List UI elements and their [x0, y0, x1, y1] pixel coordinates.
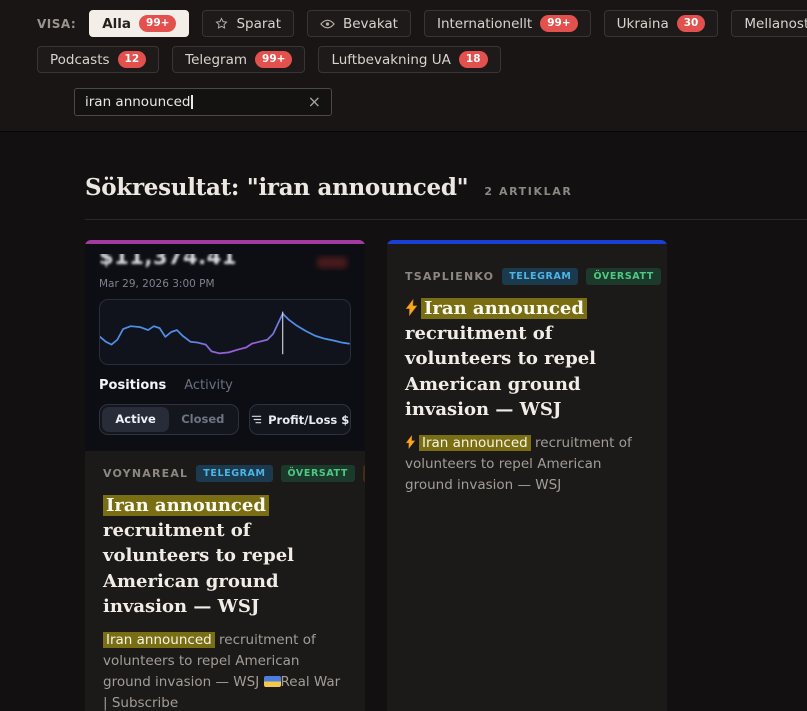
search-highlight: Iran announced — [103, 495, 269, 516]
article-snippet: Iran announced recruitment of volunteers… — [103, 631, 341, 711]
article-card-voynareal[interactable]: $11,374.41 Mar 29, 2026 3:00 PM Position… — [85, 240, 365, 711]
article-card-tsaplienko[interactable]: TSAPLIENKO TELEGRAMÖVERSATTDUBBLETT2 KÄL… — [387, 240, 667, 711]
attachment-tab-positions: Positions — [99, 378, 167, 393]
count-badge: 12 — [117, 51, 147, 68]
source-name: VOYNAREAL — [103, 467, 189, 480]
article-title[interactable]: Iran announced recruitment of volunteers… — [405, 298, 596, 420]
star-icon — [215, 17, 229, 30]
chip-label: Podcasts — [50, 51, 110, 68]
search-input[interactable]: iran announced × — [74, 88, 332, 116]
attachment-amount-clipped: $11,374.41 — [99, 254, 351, 271]
visa-label: VISA: — [37, 16, 77, 31]
source-name: TSAPLIENKO — [405, 270, 495, 283]
search-value: iran announced — [85, 94, 191, 110]
search-highlight: Iran announced — [419, 434, 531, 451]
sort-filter-icon — [251, 415, 262, 424]
chip-label: Bevakat — [342, 15, 398, 32]
filter-chip-bevakat[interactable]: Bevakat — [306, 10, 411, 37]
badge-2-k-llor: 2 KÄLLOR — [362, 465, 365, 482]
clear-search-icon[interactable]: × — [307, 92, 321, 111]
attachment-image: $11,374.41 Mar 29, 2026 3:00 PM Position… — [85, 244, 365, 451]
eye-icon — [320, 19, 335, 29]
attachment-segmented-control: Active Closed — [99, 404, 240, 435]
filter-bar: VISA: Alla 99+ Sparat Bevakat Internationell… — [0, 0, 807, 132]
card-accent-bar — [387, 240, 667, 244]
attachment-tab-activity: Activity — [184, 378, 233, 393]
filter-chip-alla[interactable]: Alla 99+ — [89, 10, 190, 37]
attachment-segment-active: Active — [102, 407, 170, 432]
filter-row-2: Podcasts 12 Telegram 99+ Luftbevakning UA 18 — [37, 46, 807, 73]
chip-label: Sparat — [236, 15, 281, 32]
article-title[interactable]: Iran announced recruitment of volunteers… — [103, 495, 294, 617]
search-highlight: Iran announced — [421, 298, 587, 319]
results-grid: $11,374.41 Mar 29, 2026 3:00 PM Position… — [85, 240, 807, 711]
article-snippet: Iran announced recruitment of volunteers… — [405, 434, 632, 493]
attachment-timestamp: Mar 29, 2026 3:00 PM — [99, 278, 215, 290]
attachment-profit-loss-button: Profit/Loss $ — [249, 404, 351, 435]
badge--versatt: ÖVERSATT — [280, 465, 355, 482]
article-count: 2 ARTIKLAR — [484, 185, 573, 198]
filter-row-1: VISA: Alla 99+ Sparat Bevakat Internationell… — [37, 10, 807, 37]
badge--versatt: ÖVERSATT — [586, 268, 661, 285]
filter-chip-podcasts[interactable]: Podcasts 12 — [37, 46, 160, 73]
count-badge: 99+ — [139, 15, 177, 32]
count-badge: 18 — [458, 51, 488, 68]
chip-label: Telegram — [185, 51, 248, 68]
count-badge: 99+ — [540, 15, 578, 32]
attachment-price-chart — [99, 299, 351, 365]
badge-telegram: TELEGRAM — [502, 268, 579, 285]
search-highlight: Iran announced — [103, 631, 215, 648]
count-badge: 30 — [676, 15, 706, 32]
filter-chip-mellanostern[interactable]: Mellanostern24 — [731, 10, 807, 37]
page-title: Sökresultat: "iran announced" — [85, 174, 469, 201]
results-section: Sökresultat: "iran announced" 2 ARTIKLAR… — [0, 132, 807, 711]
filter-chip-ukraina[interactable]: Ukraina 30 — [603, 10, 719, 37]
chip-label: Ukraina — [616, 15, 669, 32]
chip-label: Mellanostern — [744, 15, 807, 32]
filter-chip-telegram[interactable]: Telegram 99+ — [172, 46, 306, 73]
attachment-tabs: Positions Activity — [99, 378, 351, 393]
card-accent-bar — [85, 240, 365, 244]
chip-label: Alla — [102, 15, 132, 32]
filter-chip-luftbevakning-ua[interactable]: Luftbevakning UA 18 — [318, 46, 501, 73]
text-caret — [191, 95, 193, 109]
badge-telegram: TELEGRAM — [196, 465, 273, 482]
filter-chip-sparat[interactable]: Sparat — [202, 10, 294, 37]
attachment-segment-closed: Closed — [181, 412, 225, 426]
count-badge: 99+ — [255, 51, 293, 68]
header-divider — [85, 219, 807, 220]
chip-label: Internationellt — [436, 15, 533, 32]
chip-label: Luftbevakning UA — [331, 51, 451, 68]
lightning-icon — [405, 434, 416, 449]
filter-chip-internationellt[interactable]: Internationellt 99+ — [423, 10, 591, 37]
ukraine-flag-icon — [263, 675, 281, 687]
lightning-icon — [405, 299, 418, 316]
attachment-change-smudge — [317, 257, 347, 268]
